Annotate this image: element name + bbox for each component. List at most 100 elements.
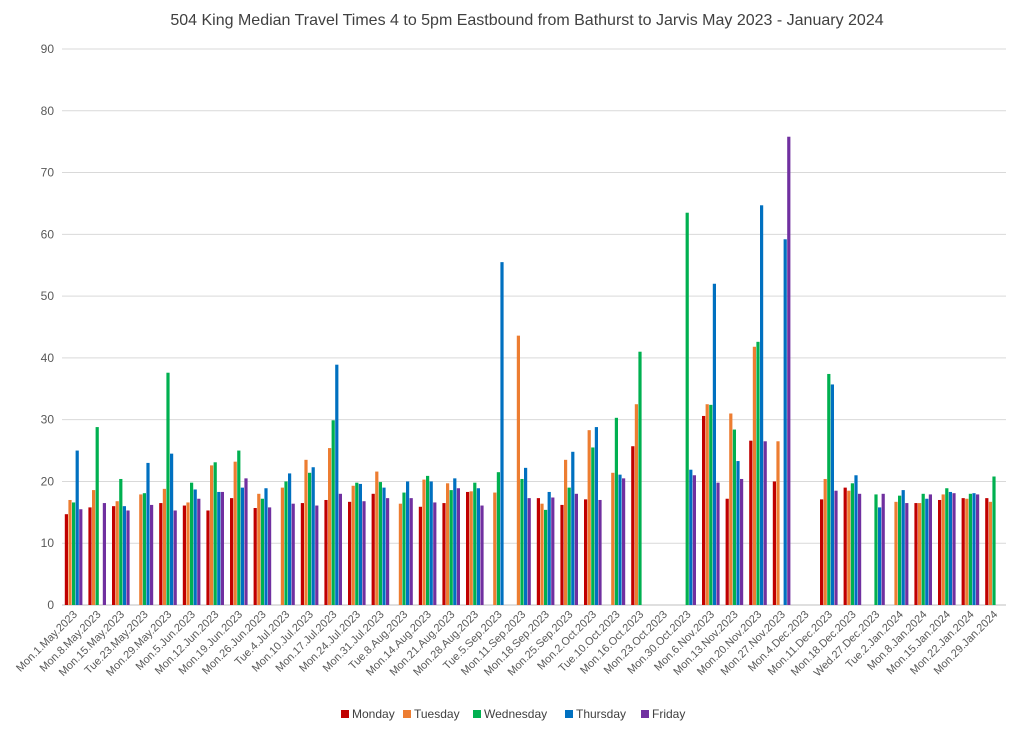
- bar-monday: [371, 493, 375, 605]
- bar-tuesday: [68, 499, 72, 605]
- bar-friday: [858, 493, 862, 605]
- y-tick-label: 50: [41, 289, 55, 303]
- bar-tuesday: [705, 404, 709, 605]
- bar-friday: [338, 493, 342, 605]
- bar-friday: [480, 505, 484, 605]
- bar-wednesday: [166, 372, 170, 605]
- bar-friday: [740, 478, 744, 605]
- legend-label: Wednesday: [484, 707, 547, 721]
- bar-wednesday: [72, 502, 76, 605]
- bar-thursday: [783, 239, 787, 605]
- bar-wednesday: [921, 493, 925, 605]
- bar-monday: [300, 503, 304, 605]
- bar-wednesday: [591, 447, 595, 605]
- bar-monday: [230, 498, 234, 605]
- bar-tuesday: [587, 430, 591, 605]
- bar-monday: [466, 491, 470, 605]
- bar-friday: [692, 475, 696, 605]
- legend-swatch: [641, 710, 649, 718]
- y-tick-label: 90: [41, 42, 55, 56]
- bar-wednesday: [260, 498, 264, 605]
- bar-tuesday: [847, 490, 851, 605]
- bar-wednesday: [213, 462, 217, 605]
- bar-tuesday: [304, 459, 308, 605]
- bar-thursday: [311, 467, 315, 605]
- bar-monday: [843, 487, 847, 605]
- bar-wednesday: [190, 482, 194, 605]
- bar-friday: [386, 498, 390, 605]
- bar-friday: [881, 493, 885, 605]
- bar-tuesday: [398, 503, 402, 605]
- bar-thursday: [382, 487, 386, 605]
- bar-monday: [206, 510, 210, 605]
- bar-friday: [79, 509, 83, 605]
- bar-tuesday: [233, 461, 237, 605]
- bar-monday: [348, 501, 352, 605]
- bar-wednesday: [402, 492, 406, 605]
- bar-monday: [584, 499, 588, 605]
- legend: Monday Tuesday Wednesday Thursday Friday: [341, 707, 685, 721]
- legend-item-monday: Monday: [341, 707, 395, 721]
- bar-thursday: [429, 481, 433, 605]
- bar-wednesday: [544, 509, 548, 605]
- bar-tuesday: [351, 485, 355, 605]
- bar-tuesday: [92, 490, 96, 605]
- bar-thursday: [193, 489, 197, 605]
- legend-swatch: [473, 710, 481, 718]
- bar-tuesday: [328, 448, 332, 605]
- y-tick-label: 20: [41, 474, 55, 488]
- bar-thursday: [406, 481, 410, 605]
- bar-monday: [985, 498, 989, 605]
- bar-wednesday: [520, 478, 524, 605]
- bar-monday: [560, 504, 564, 605]
- bar-monday: [772, 481, 776, 605]
- bar-tuesday: [611, 472, 615, 605]
- bar-friday: [315, 505, 319, 605]
- bar-friday: [763, 441, 767, 605]
- legend-item-thursday: Thursday: [565, 707, 626, 721]
- bar-friday: [244, 478, 248, 605]
- bar-wednesday: [732, 429, 736, 605]
- bar-tuesday: [965, 498, 969, 605]
- bar-tuesday: [918, 503, 922, 605]
- legend-label: Thursday: [576, 707, 626, 721]
- bar-tuesday: [823, 478, 827, 605]
- bar-wednesday: [850, 483, 854, 605]
- bar-wednesday: [355, 482, 359, 605]
- bar-friday: [291, 503, 295, 605]
- bar-thursday: [618, 474, 622, 605]
- bar-thursday: [547, 491, 551, 605]
- bar-wednesday: [378, 482, 382, 605]
- bar-thursday: [358, 483, 362, 605]
- bar-wednesday: [709, 404, 713, 605]
- legend-item-tuesday: Tuesday: [403, 707, 460, 721]
- bar-thursday: [760, 205, 764, 605]
- bar-wednesday: [992, 476, 996, 605]
- bar-monday: [631, 446, 635, 605]
- bar-wednesday: [449, 490, 453, 605]
- bar-monday: [159, 503, 163, 605]
- bars: [64, 136, 996, 606]
- y-tick-label: 30: [41, 413, 55, 427]
- bar-thursday: [75, 450, 79, 605]
- chart-title: 504 King Median Travel Times 4 to 5pm Ea…: [170, 12, 883, 29]
- bar-friday: [952, 493, 956, 605]
- gridlines: [62, 48, 1006, 606]
- bar-tuesday: [186, 502, 190, 605]
- bar-thursday: [830, 384, 834, 605]
- bar-thursday: [948, 491, 952, 605]
- y-tick-label: 80: [41, 104, 55, 118]
- legend-swatch: [341, 710, 349, 718]
- bar-thursday: [712, 283, 716, 605]
- bar-thursday: [264, 488, 268, 605]
- bar-tuesday: [210, 465, 214, 605]
- bar-friday: [362, 501, 366, 605]
- y-tick-label: 70: [41, 166, 55, 180]
- bar-tuesday: [564, 459, 568, 605]
- bar-thursday: [571, 451, 575, 605]
- bar-friday: [787, 136, 791, 606]
- x-axis-ticks: Mon.1.May.2023Mon.8.May.2023Mon.15.May.2…: [14, 609, 1000, 680]
- bar-tuesday: [729, 413, 733, 605]
- bar-friday: [716, 482, 720, 605]
- bar-friday: [220, 491, 224, 605]
